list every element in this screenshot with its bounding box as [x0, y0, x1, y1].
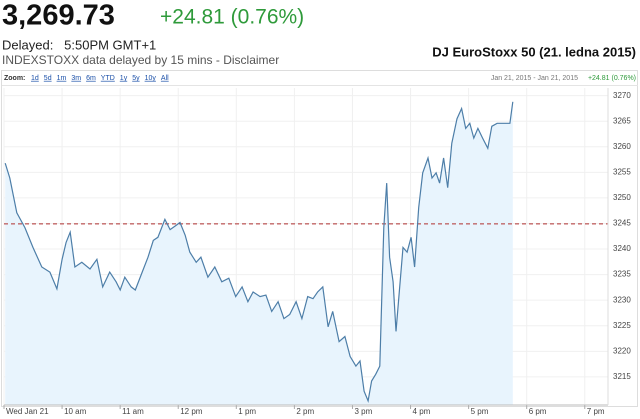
x-tick-label: 6 pm	[529, 407, 547, 416]
price-change: +24.81 (0.76%)	[160, 6, 304, 29]
x-tick-label: 4 pm	[413, 407, 431, 416]
y-tick-label: 3265	[613, 116, 631, 125]
x-tick-label: Wed Jan 21	[6, 407, 49, 416]
y-tick-label: 3215	[613, 372, 631, 381]
zoom-option[interactable]: 1m	[57, 75, 67, 82]
y-tick-label: 3240	[613, 244, 631, 253]
zoom-option[interactable]: 3m	[71, 75, 81, 82]
zoom-option[interactable]: All	[161, 75, 169, 82]
y-tick-label: 3250	[613, 193, 631, 202]
x-tick-label: 12 pm	[180, 407, 203, 416]
zoom-option[interactable]: YTD	[101, 75, 115, 82]
zoom-label: Zoom:	[4, 75, 25, 82]
y-tick-label: 3245	[613, 219, 631, 228]
y-tick-label: 3230	[613, 295, 631, 304]
x-tick-label: 7 pm	[587, 407, 605, 416]
x-tick-label: 10 am	[64, 407, 87, 416]
area	[5, 101, 513, 406]
source-info: INDEXSTOXX data delayed by 15 mins - Dis…	[2, 53, 279, 67]
zoom-option[interactable]: 6m	[86, 75, 96, 82]
range-change: +24.81 (0.76%)	[588, 75, 636, 82]
chart-frame	[1, 70, 638, 407]
y-tick-label: 3270	[613, 91, 631, 100]
price-line	[4, 101, 514, 404]
y-tick-label: 3225	[613, 321, 631, 330]
chart-title: DJ EuroStoxx 50 (21. ledna 2015)	[432, 44, 636, 59]
date-range: Jan 21, 2015 - Jan 21, 2015	[491, 75, 578, 82]
zoom-option[interactable]: 10y	[145, 75, 157, 82]
x-tick-label: 1 pm	[238, 407, 256, 416]
zoom-option[interactable]: 5y	[132, 75, 140, 82]
y-tick-label: 3260	[613, 142, 631, 151]
zoom-option[interactable]: 1y	[120, 75, 128, 82]
x-tick-label: 11 am	[122, 407, 144, 416]
x-tick-label: 2 pm	[296, 407, 314, 416]
delay-info: Delayed: 5:50PM GMT+1	[2, 37, 156, 52]
price: 3,269.73	[2, 0, 115, 32]
y-tick-label: 3255	[613, 167, 631, 176]
y-tick-label: 3220	[613, 346, 631, 355]
x-tick-label: 3 pm	[354, 407, 372, 416]
zoom-option[interactable]: 5d	[44, 75, 52, 82]
zoom-option[interactable]: 1d	[31, 75, 39, 82]
y-tick-label: 3235	[613, 270, 631, 279]
x-tick-label: 5 pm	[471, 407, 489, 416]
